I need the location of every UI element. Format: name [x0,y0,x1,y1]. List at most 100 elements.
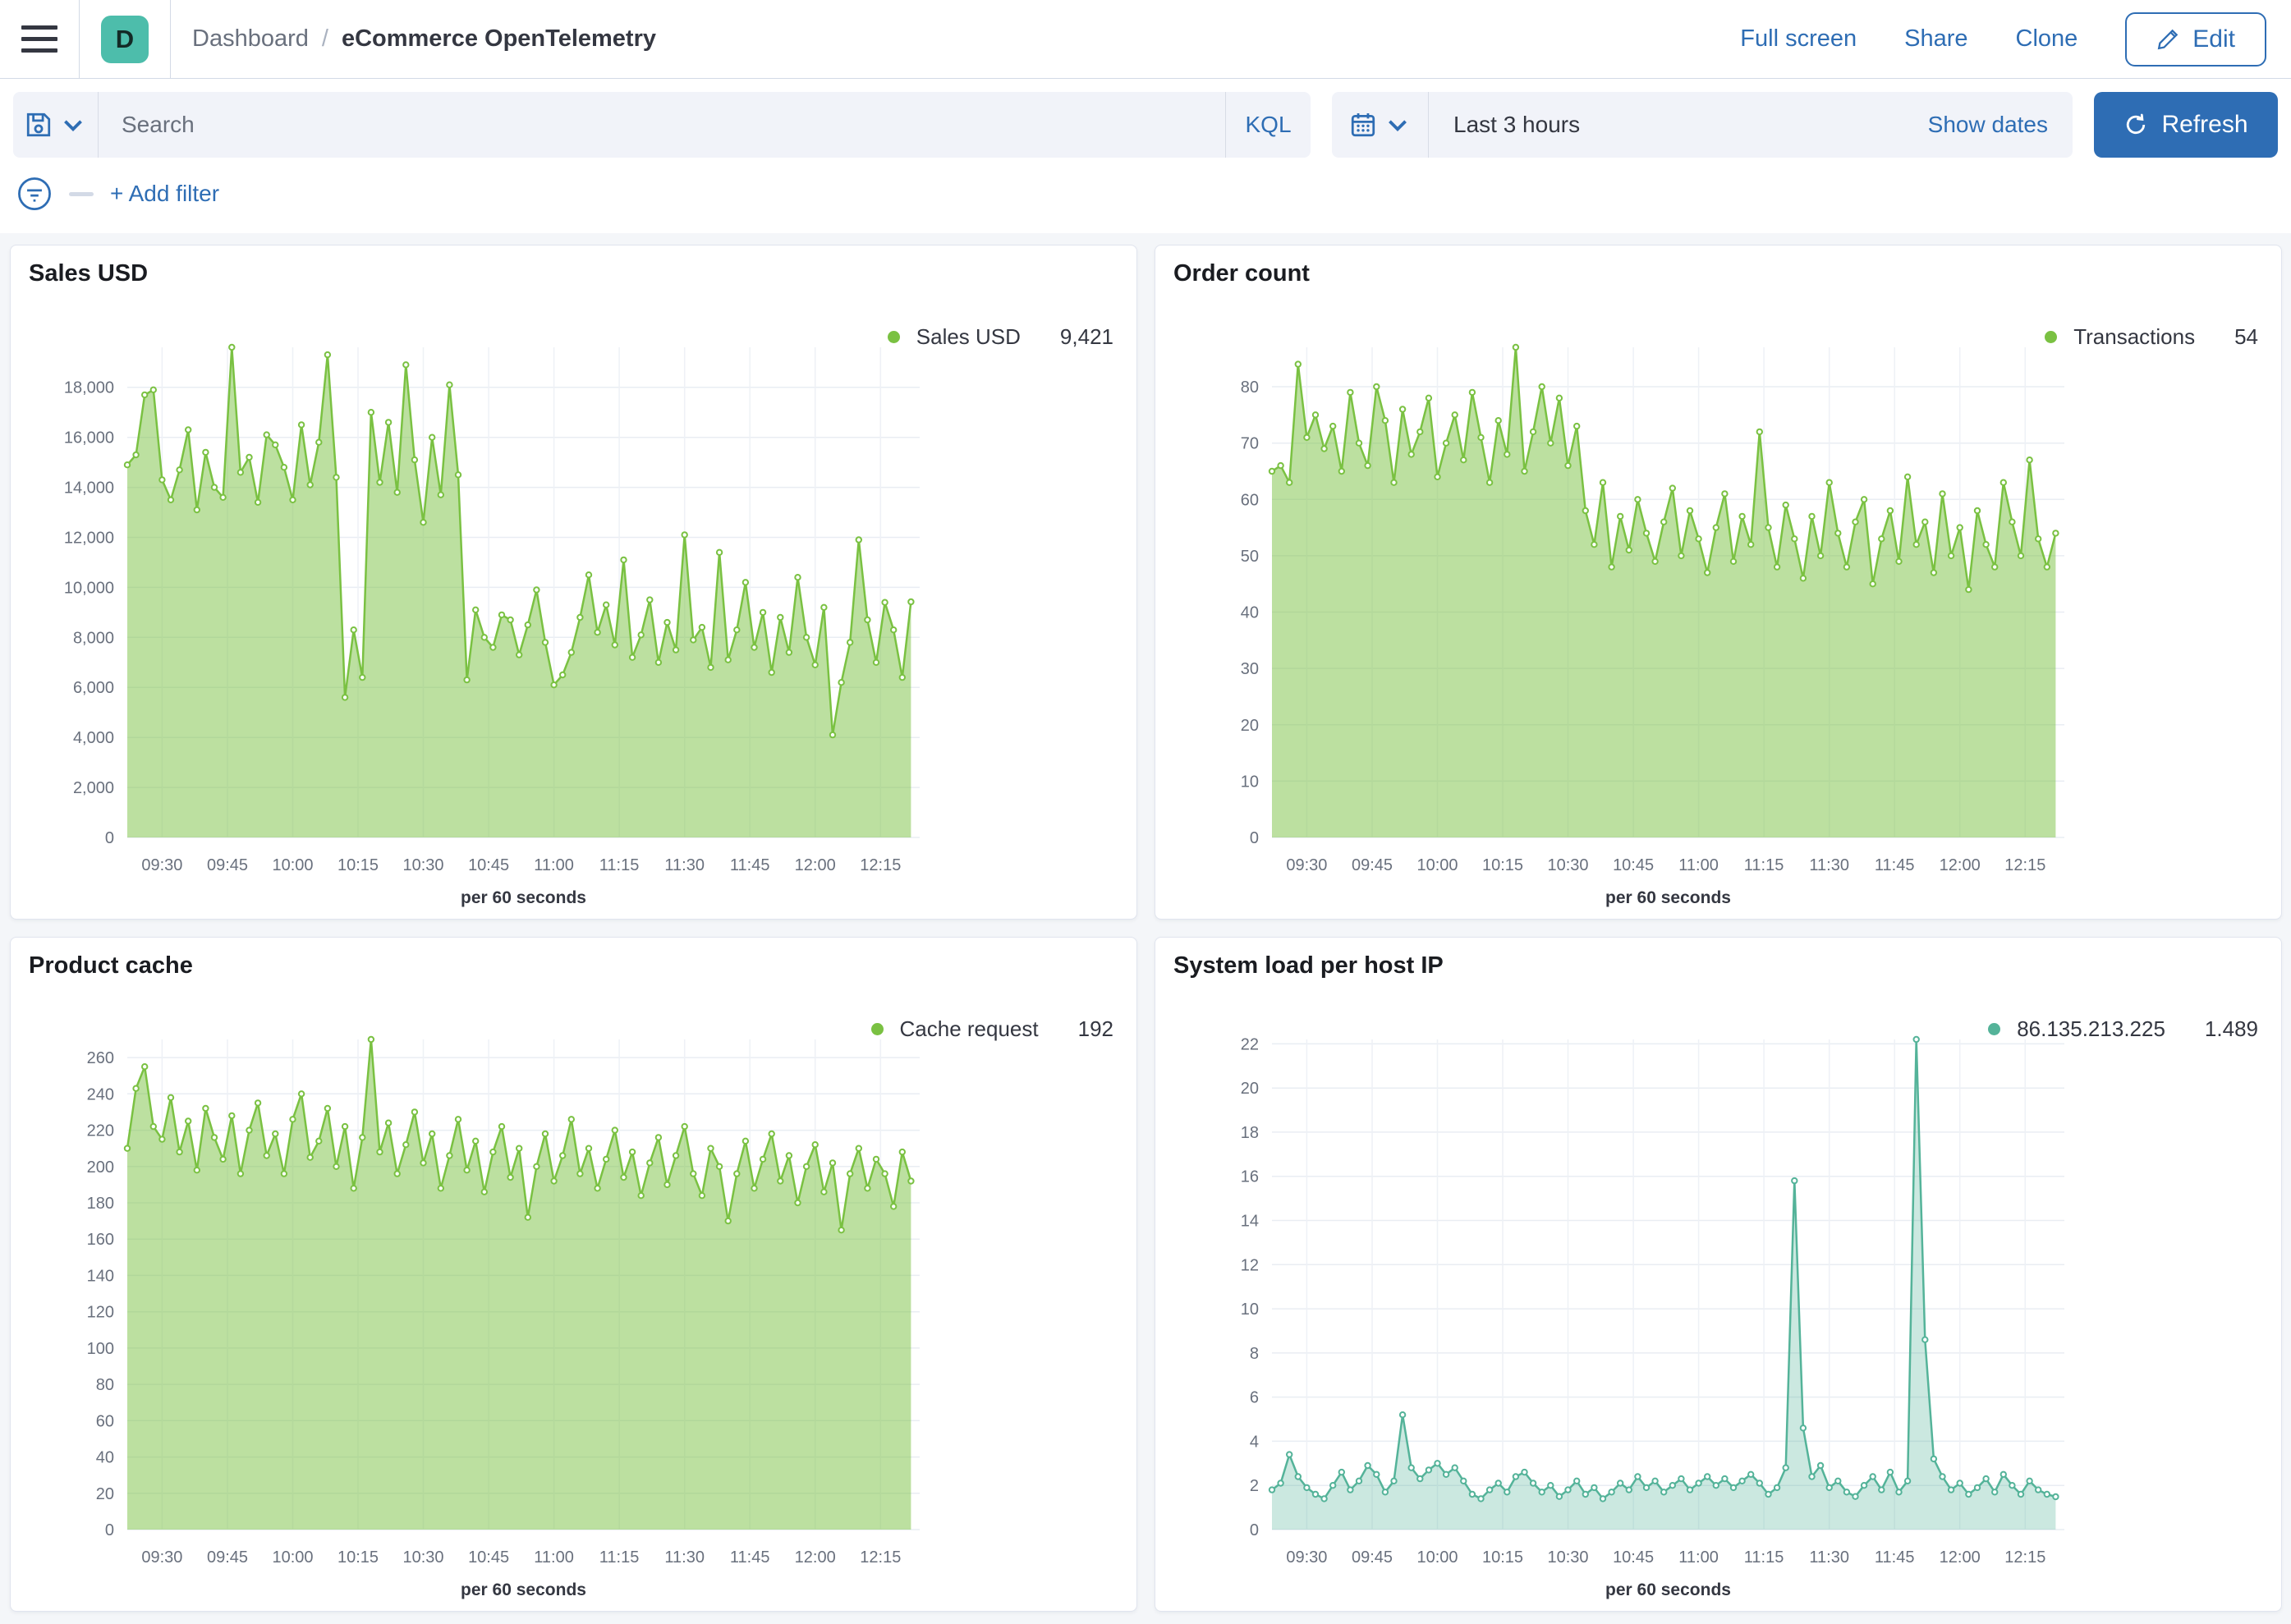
legend-value: 9,421 [1059,324,1113,349]
svg-text:per 60 seconds: per 60 seconds [1605,1580,1731,1599]
legend-value: 54 [2234,324,2258,349]
svg-text:100: 100 [87,1340,114,1358]
svg-text:80: 80 [1241,378,1259,397]
panel-sales-usd: Sales USD Sales USD 9,421 0 2,000 4,000 6,0… [10,245,1137,920]
svg-text:6: 6 [1250,1389,1259,1407]
full-screen-link[interactable]: Full screen [1740,25,1857,52]
legend-label: 86.135.213.225 [2017,1016,2165,1041]
svg-text:12,000: 12,000 [64,530,114,548]
svg-text:10,000: 10,000 [64,579,114,597]
svg-text:60: 60 [96,1412,114,1430]
svg-text:10:00: 10:00 [272,856,313,874]
share-link[interactable]: Share [1904,25,1968,52]
chevron-down-icon [63,120,82,132]
svg-text:11:15: 11:15 [599,856,640,874]
edit-button[interactable]: Edit [2125,11,2266,67]
breadcrumb-dashboard[interactable]: Dashboard [192,25,309,52]
chart-system-load[interactable]: 0 2 4 6 8 10 12 14 16 18 20 22 09:30 09:45 10:00 10:15 1… [1167,1026,2074,1605]
svg-text:18,000: 18,000 [64,379,114,397]
svg-text:2: 2 [1250,1477,1259,1495]
svg-text:12:15: 12:15 [2004,856,2045,874]
space-switcher[interactable]: D [80,0,171,78]
svg-text:10:30: 10:30 [1547,1548,1588,1567]
svg-text:10:45: 10:45 [468,856,509,874]
svg-text:11:00: 11:00 [534,1548,574,1567]
add-filter-link[interactable]: + Add filter [110,181,220,206]
search-bar: KQL [13,92,1311,158]
saved-query-menu[interactable] [13,92,99,158]
panel-title: Product cache [29,952,193,979]
svg-text:10:00: 10:00 [1416,856,1458,874]
svg-text:4,000: 4,000 [73,729,114,747]
top-nav: D Dashboard / eCommerce OpenTelemetry Fu… [0,0,2291,79]
filter-icon[interactable] [16,176,53,212]
date-picker: Last 3 hours Show dates [1332,92,2073,158]
legend-sales-usd[interactable]: Sales USD 9,421 [887,324,1113,350]
svg-text:0: 0 [1250,829,1259,847]
clone-link[interactable]: Clone [2015,25,2078,52]
chart-product-cache[interactable]: 0 20 40 60 80 100 120 140 160 180 200 220 240 260 09:3… [22,1026,930,1605]
svg-text:30: 30 [1241,660,1259,678]
legend-dot-icon [870,1023,884,1035]
svg-text:09:45: 09:45 [1352,856,1393,874]
svg-text:18: 18 [1241,1124,1259,1142]
svg-text:260: 260 [87,1049,114,1067]
svg-text:4: 4 [1250,1433,1259,1451]
legend-system-load[interactable]: 86.135.213.225 1.489 [1988,1016,2258,1042]
panel-product-cache: Product cache Cache request 192 0 20 40 60 8… [10,937,1137,1612]
svg-text:10:15: 10:15 [1482,856,1523,874]
svg-text:12:00: 12:00 [795,1548,836,1567]
pencil-icon [2158,29,2179,49]
svg-text:11:45: 11:45 [730,1548,770,1567]
svg-text:10:15: 10:15 [337,856,379,874]
hamburger-icon[interactable] [21,25,57,53]
panel-order-count: Order count Transactions 54 0 10 20 30 40 50 6… [1155,245,2282,920]
legend-dot-icon [2045,331,2058,343]
svg-text:10:30: 10:30 [1547,856,1588,874]
svg-text:10:45: 10:45 [468,1548,509,1567]
svg-text:10:15: 10:15 [1482,1548,1523,1567]
svg-text:12:15: 12:15 [860,1548,901,1567]
svg-text:per 60 seconds: per 60 seconds [461,1580,586,1599]
time-range-value[interactable]: Last 3 hours [1453,112,1581,137]
svg-text:10:45: 10:45 [1613,856,1654,874]
svg-text:16: 16 [1241,1168,1259,1186]
show-dates-link[interactable]: Show dates [1927,112,2048,137]
svg-text:160: 160 [87,1231,114,1249]
svg-text:2,000: 2,000 [73,779,114,797]
refresh-button[interactable]: Refresh [2094,92,2278,158]
search-input[interactable] [99,92,1225,158]
svg-text:10:30: 10:30 [402,1548,443,1567]
svg-text:11:30: 11:30 [664,856,705,874]
breadcrumb: Dashboard / eCommerce OpenTelemetry [192,25,656,53]
svg-text:12: 12 [1241,1256,1259,1274]
svg-text:09:30: 09:30 [141,1548,182,1567]
svg-text:20: 20 [1241,1080,1259,1098]
legend-product-cache[interactable]: Cache request 192 [870,1016,1113,1042]
space-badge[interactable]: D [101,15,149,63]
refresh-icon [2127,113,2146,135]
svg-text:09:30: 09:30 [1286,856,1327,874]
svg-text:09:30: 09:30 [1286,1548,1327,1567]
svg-text:12:15: 12:15 [860,856,901,874]
legend-label: Transactions [2073,324,2196,349]
query-bar: KQL Last 3 hours Show dates Refresh [0,79,2291,158]
date-quick-menu[interactable] [1332,92,1429,158]
kql-button[interactable]: KQL [1225,92,1311,158]
legend-label: Cache request [899,1016,1039,1041]
svg-text:09:45: 09:45 [207,1548,248,1567]
svg-text:10:15: 10:15 [337,1548,379,1567]
svg-text:70: 70 [1241,435,1259,453]
panel-title: Order count [1173,260,1310,287]
svg-text:6,000: 6,000 [73,679,114,697]
legend-order-count[interactable]: Transactions 54 [2045,324,2258,350]
menu-toggle[interactable] [0,0,80,78]
page-title: eCommerce OpenTelemetry [341,25,656,52]
chart-order-count[interactable]: 0 10 20 30 40 50 60 70 80 09:30 09:45 10:00 10:15 10:… [1167,334,2074,913]
chart-sales-usd[interactable]: 0 2,000 4,000 6,000 8,000 10,000 12,000 14,000 1… [22,334,930,913]
svg-text:60: 60 [1241,491,1259,509]
legend-value: 1.489 [2204,1016,2258,1041]
panel-title: Sales USD [29,260,149,287]
svg-text:11:45: 11:45 [1875,1548,1915,1567]
svg-text:12:00: 12:00 [1940,856,1981,874]
